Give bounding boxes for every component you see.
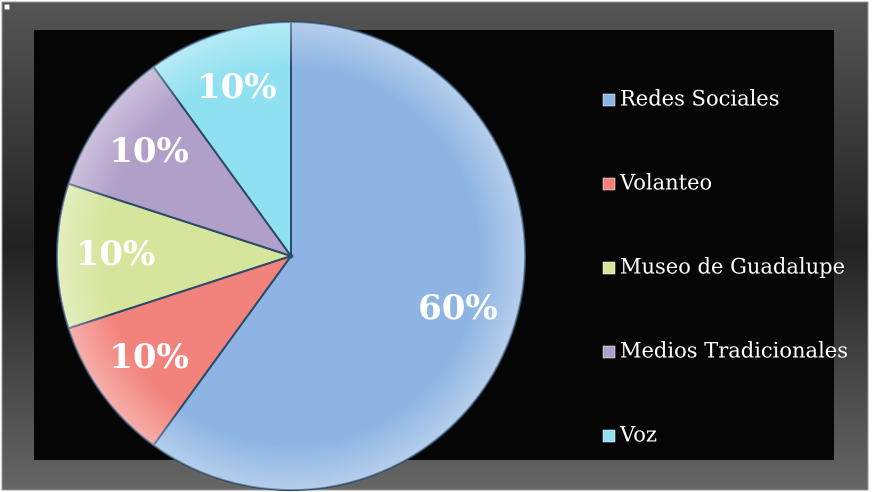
legend-swatch [602,261,616,275]
handle [3,3,11,11]
legend: Redes Sociales Volanteo Museo de Guadalupe… [602,87,848,447]
legend-swatch [602,429,616,443]
legend-label: Voz [619,423,657,447]
data-label: 10% [197,67,277,107]
legend-label: Medios Tradicionales [620,339,848,363]
legend-label: Redes Sociales [620,87,780,111]
legend-swatch [602,345,616,359]
legend-label: Museo de Guadalupe [620,255,845,279]
data-label: 10% [109,337,189,377]
legend-label: Volanteo [619,171,712,195]
data-label: 60% [418,288,498,328]
legend-swatch [602,177,616,191]
data-label: 10% [109,131,189,171]
data-label: 10% [76,234,156,274]
legend-swatch [602,93,616,107]
pie: 60%10%10%10%10% [56,20,526,491]
